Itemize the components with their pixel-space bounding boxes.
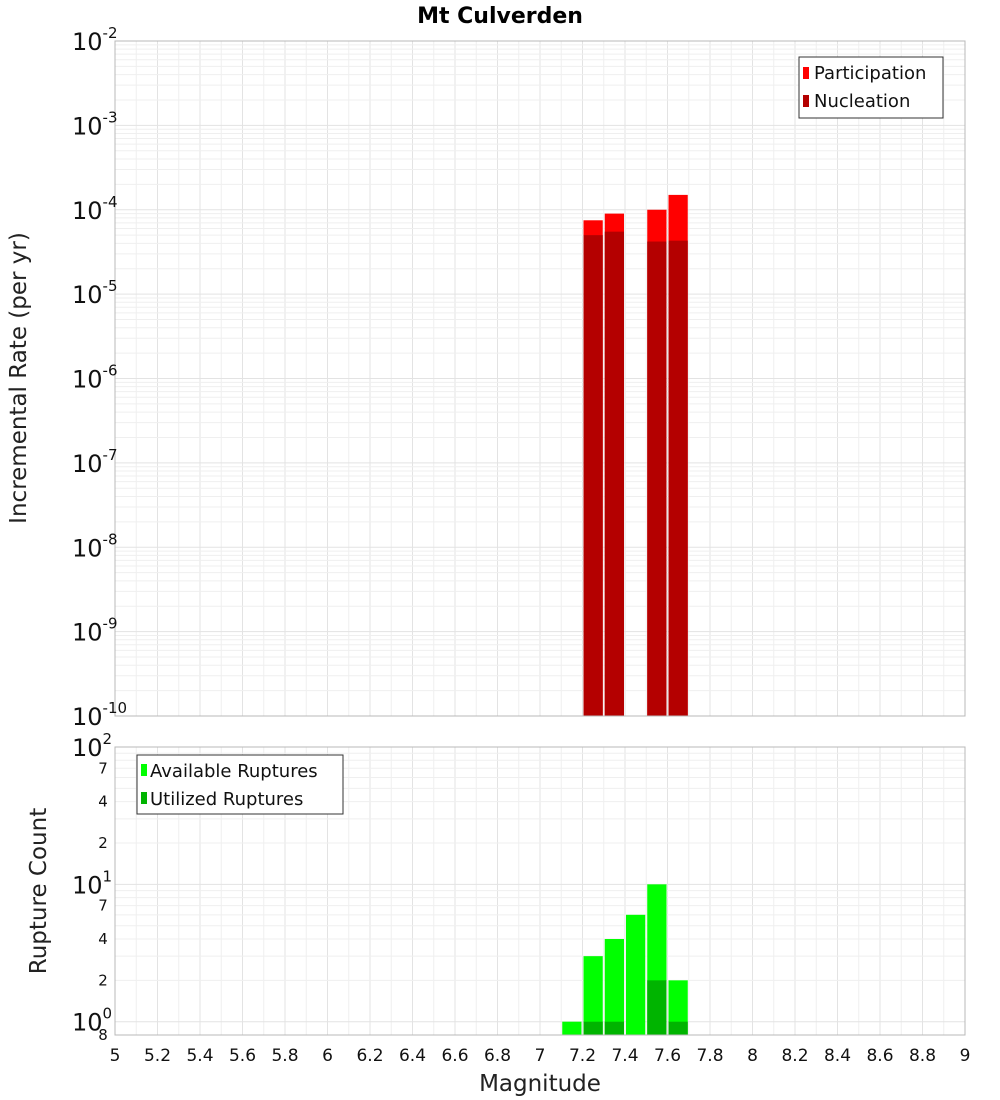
top-legend-box [798, 56, 944, 119]
x-tick-label: 5.2 [144, 1046, 171, 1066]
utilized-ruptures-bar [583, 1021, 603, 1035]
utilized-ruptures-bar [668, 1021, 688, 1035]
nucleation-legend-label: Nucleation [814, 91, 910, 112]
top-y-tick-label: 10-5 [72, 277, 118, 309]
bottom-y-minor-tick-label: 7 [98, 897, 108, 915]
bottom-legend-box [136, 754, 344, 815]
nucleation-bar [604, 231, 624, 716]
participation-legend-swatch [803, 67, 809, 79]
bottom-y-minor-tick-label: 7 [98, 759, 108, 777]
bottom-y-tick-label: 100 [72, 1005, 112, 1037]
nucleation-bar [647, 241, 667, 717]
x-tick-label: 8.2 [781, 1046, 808, 1066]
bottom-plot-frame [114, 746, 966, 1036]
participation-legend-label: Participation [814, 63, 926, 84]
top-y-axis-label: Incremental Rate (per yr) [6, 232, 32, 524]
top-y-tick-label: 10-3 [72, 108, 118, 140]
x-tick-label: 5 [110, 1046, 121, 1066]
x-tick-label: 8 [747, 1046, 758, 1066]
utilized-legend-swatch [141, 792, 147, 804]
top-y-tick-label: 10-9 [72, 615, 118, 647]
available-ruptures-bar [583, 956, 603, 1035]
top-plot-frame [114, 40, 966, 717]
utilized-ruptures-bar [604, 1021, 624, 1035]
bottom-y-minor-tick-label: 2 [98, 834, 108, 852]
x-tick-label: 8.6 [866, 1046, 893, 1066]
available-legend-swatch [141, 764, 147, 776]
x-tick-label: 7.4 [611, 1046, 638, 1066]
available-ruptures-bar [562, 1021, 582, 1035]
x-tick-label: 7 [535, 1046, 546, 1066]
nucleation-bar [583, 235, 603, 716]
chart-title: Mt Culverden [417, 4, 583, 29]
available-ruptures-bar [604, 939, 624, 1035]
bottom-y-minor-tick-label: 4 [98, 793, 108, 811]
x-tick-label: 6.6 [441, 1046, 468, 1066]
top-y-tick-label: 10-10 [72, 699, 127, 731]
nucleation-bar [668, 240, 688, 717]
available-ruptures-bar [626, 914, 646, 1035]
top-y-tick-label: 10-6 [72, 362, 118, 394]
top-plot-panel: 10-2 10-3 10-4 10-5 10-6 10-7 10-8 10-9 10-10 [72, 24, 966, 731]
available-ruptures-bar [668, 980, 688, 1035]
top-y-tick-label: 10-2 [72, 24, 118, 56]
top-y-tick-label: 10-7 [72, 446, 118, 478]
x-tick-label: 8.4 [824, 1046, 851, 1066]
bottom-y-tick-label: 101 [72, 867, 112, 899]
x-tick-label: 5.6 [229, 1046, 256, 1066]
x-tick-label: 6 [322, 1046, 333, 1066]
x-tick-label: 5.4 [186, 1046, 213, 1066]
top-legend: Participation Nucleation [798, 56, 944, 119]
x-tick-label: 6.8 [484, 1046, 511, 1066]
x-tick-label: 7.8 [696, 1046, 723, 1066]
top-y-tick-label: 10-4 [72, 193, 118, 225]
bottom-y-axis-label: Rupture Count [26, 808, 52, 974]
bottom-y-minor-tick-label: 8 [98, 1026, 108, 1044]
x-tick-label: 7.6 [654, 1046, 681, 1066]
x-tick-label: 5.8 [271, 1046, 298, 1066]
x-axis-label: Magnitude [479, 1071, 601, 1097]
bottom-y-minor-tick-label: 4 [98, 930, 108, 948]
x-tick-label: 6.4 [399, 1046, 426, 1066]
x-tick-label: 9 [960, 1046, 971, 1066]
x-tick-labels: 5 5.2 5.4 5.6 5.8 6 6.2 6.4 6.6 6.8 7 7.2 7.4 7.6 7.8 8… [110, 1046, 971, 1066]
top-y-tick-label: 10-8 [72, 530, 118, 562]
utilized-legend-label: Utilized Ruptures [150, 789, 303, 810]
x-tick-label: 7.2 [569, 1046, 596, 1066]
bottom-legend: Available Ruptures Utilized Ruptures [136, 754, 344, 815]
x-tick-label: 8.8 [909, 1046, 936, 1066]
bottom-y-minor-tick-label: 2 [98, 971, 108, 989]
available-legend-label: Available Ruptures [150, 761, 318, 782]
utilized-ruptures-bar [647, 980, 667, 1035]
bottom-y-tick-label: 102 [72, 730, 112, 762]
nucleation-legend-swatch [803, 95, 809, 107]
x-tick-label: 6.2 [356, 1046, 383, 1066]
